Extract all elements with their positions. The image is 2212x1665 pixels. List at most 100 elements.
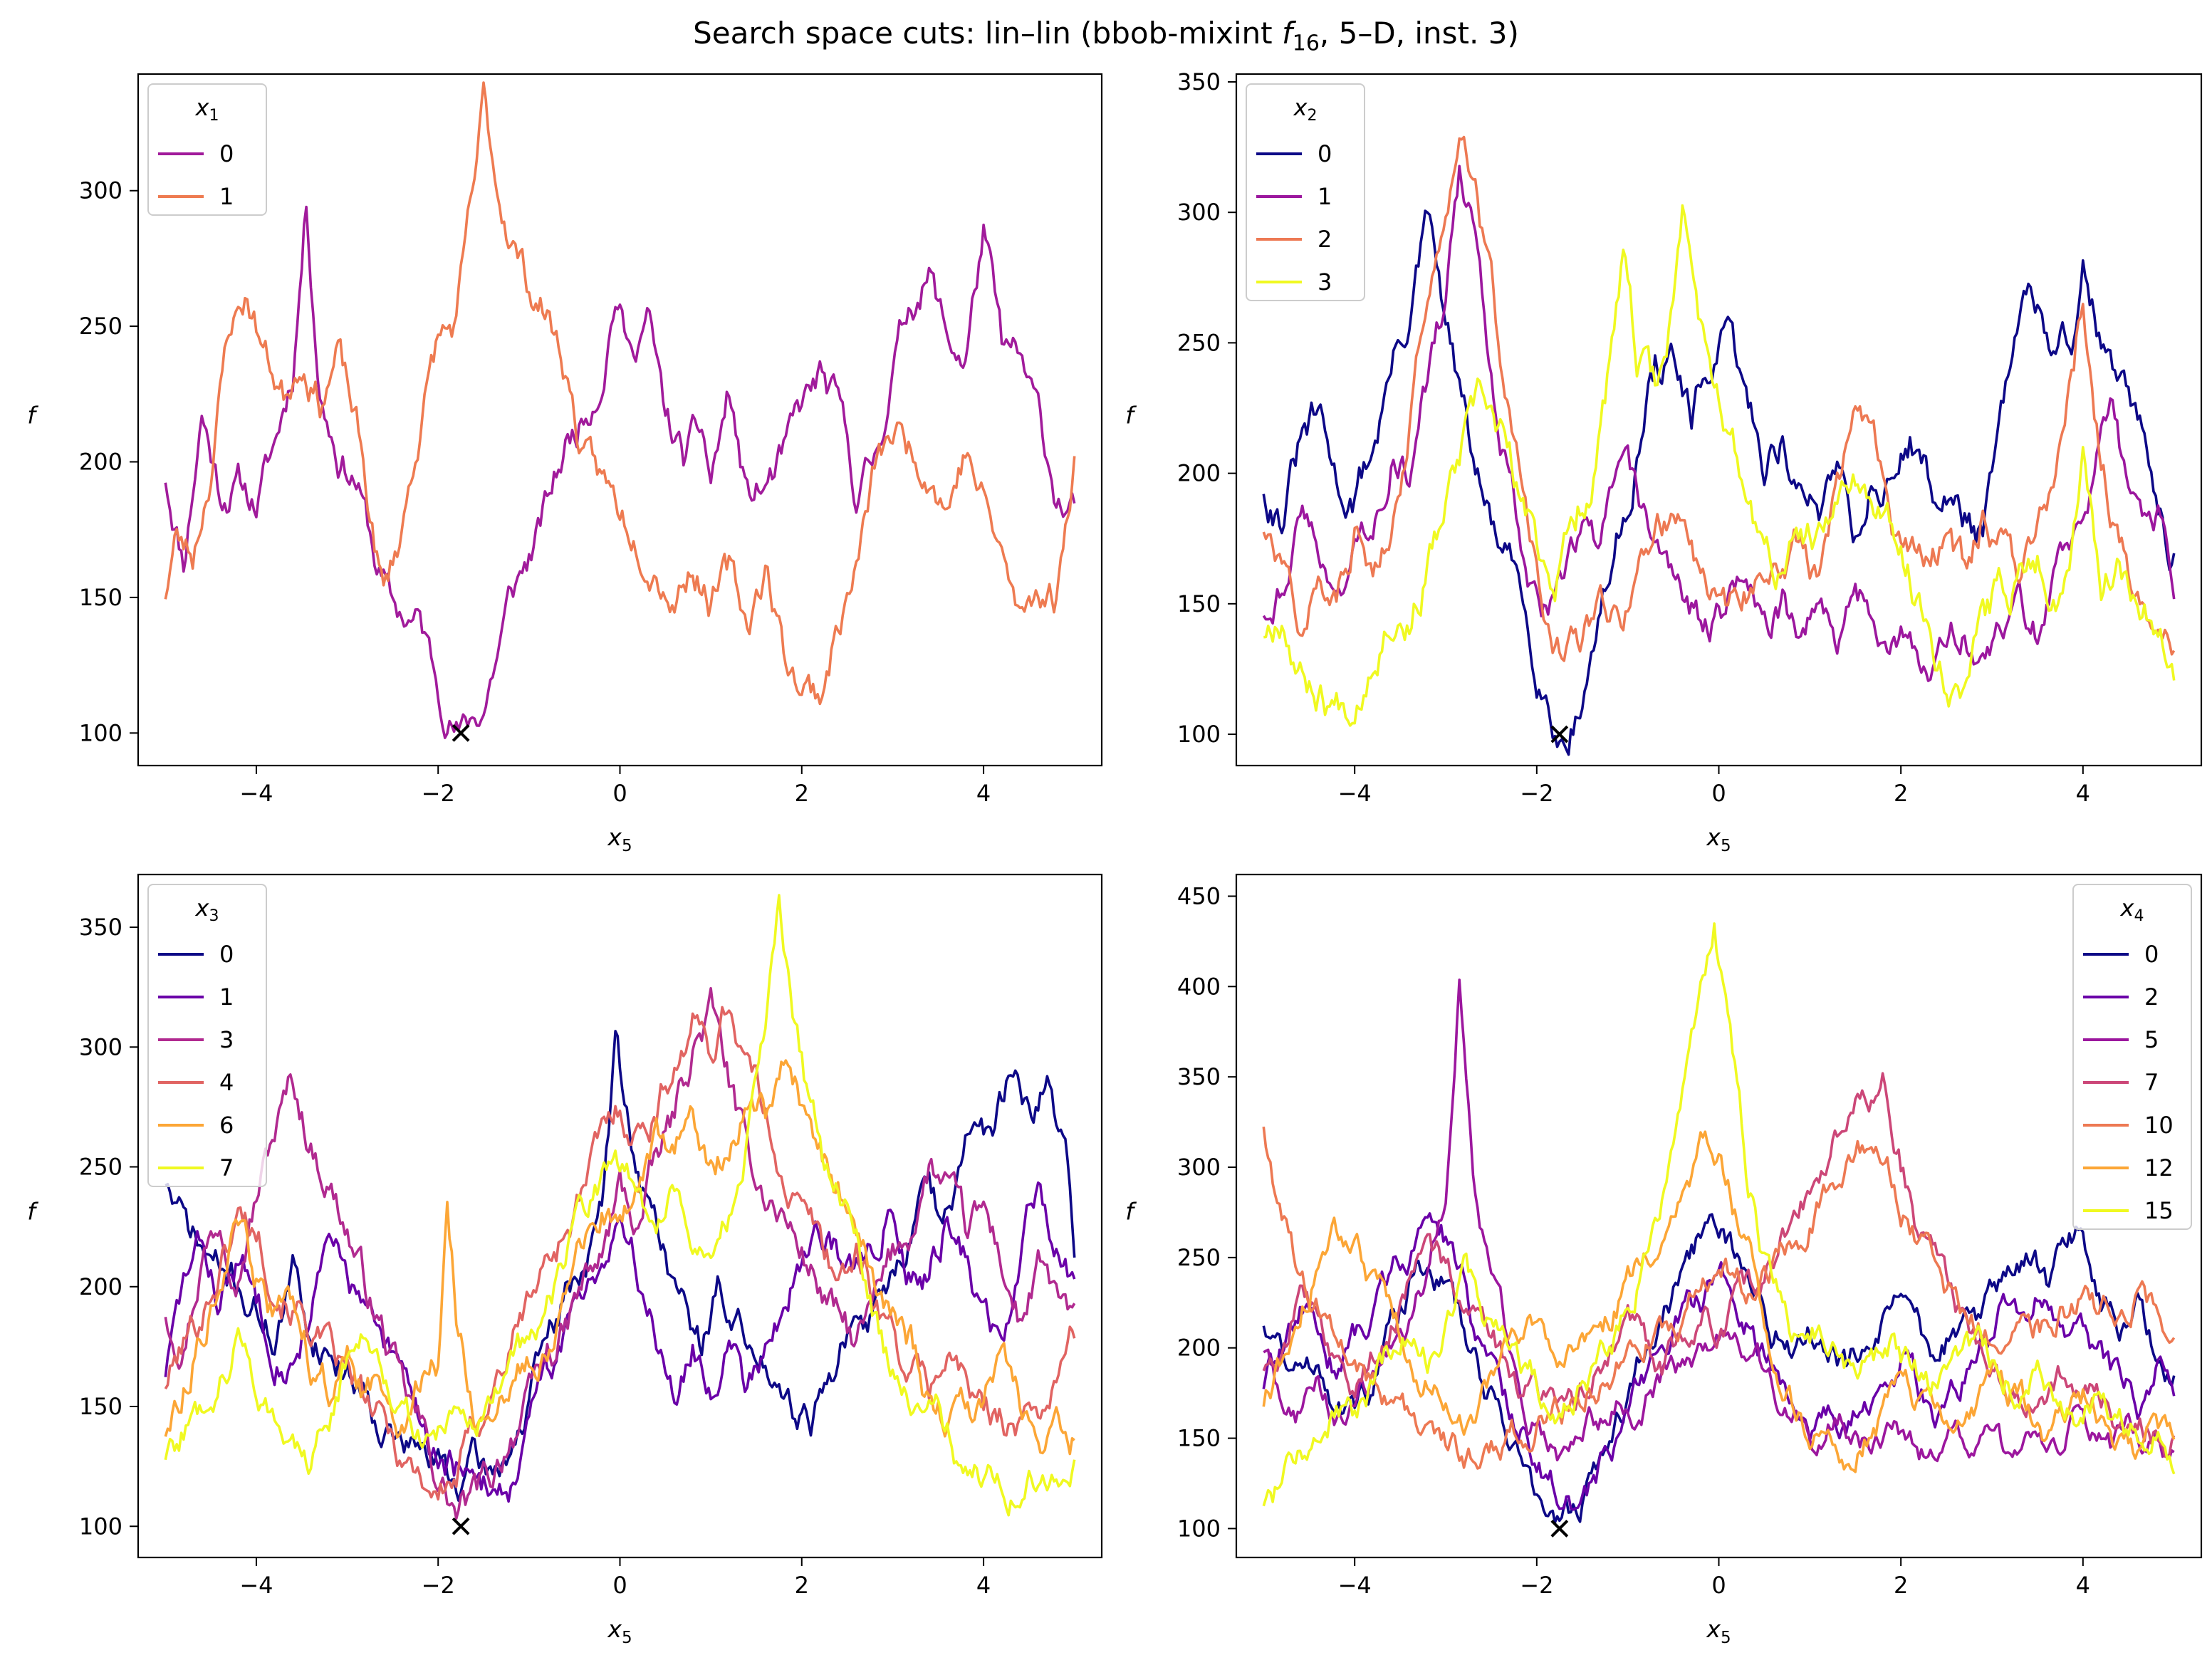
y-tick-label: 100 bbox=[1177, 721, 1221, 748]
legend-entry-label: 0 bbox=[2144, 941, 2159, 968]
y-tick-label: 300 bbox=[1177, 199, 1221, 226]
series-line-7 bbox=[164, 894, 1076, 1517]
x-tick-label: 4 bbox=[2076, 1572, 2090, 1599]
legend: x30 1 3 4 6 7 bbox=[147, 884, 267, 1187]
y-tick-label: 150 bbox=[79, 1393, 122, 1420]
y-tick-label: 150 bbox=[1177, 1425, 1221, 1452]
series-line-1 bbox=[1262, 165, 2176, 682]
plot-area bbox=[138, 74, 1102, 766]
series-line-0 bbox=[1262, 209, 2176, 756]
y-tick-label: 100 bbox=[79, 719, 122, 746]
series-line-10 bbox=[1262, 1127, 2176, 1470]
legend-entry-label: 7 bbox=[219, 1154, 234, 1181]
y-tick-label: 400 bbox=[1177, 973, 1221, 1000]
x-axis-label: x5 bbox=[607, 1615, 632, 1647]
series-line-12 bbox=[1262, 1130, 2176, 1473]
legend-entry-label: 6 bbox=[219, 1112, 234, 1139]
x-tick-label: 4 bbox=[976, 780, 991, 807]
legend-entry-label: 3 bbox=[219, 1026, 234, 1053]
series-group bbox=[1262, 922, 2176, 1524]
legend-entry-label: 2 bbox=[2144, 983, 2159, 1011]
optimum-marker bbox=[452, 724, 470, 742]
y-tick-label: 350 bbox=[1177, 1063, 1221, 1090]
legend-entry-label: 4 bbox=[219, 1069, 234, 1096]
legend-entry-label: 12 bbox=[2144, 1154, 2174, 1181]
legend-title: x3 bbox=[195, 894, 219, 925]
legend-entry-label: 1 bbox=[219, 183, 234, 210]
y-tick-label: 300 bbox=[1177, 1154, 1221, 1181]
y-tick-label: 100 bbox=[1177, 1515, 1221, 1542]
legend-entry-label: 15 bbox=[2144, 1197, 2174, 1224]
x-tick-label: −2 bbox=[422, 1572, 455, 1599]
series-group bbox=[164, 894, 1076, 1520]
y-tick-label: 150 bbox=[1177, 590, 1221, 617]
legend-entry-label: 7 bbox=[2144, 1069, 2159, 1096]
legend-entry-label: 0 bbox=[219, 941, 234, 968]
y-tick-label: 250 bbox=[1177, 329, 1221, 356]
legend-box bbox=[2072, 884, 2192, 1230]
y-tick-label: 200 bbox=[79, 1273, 122, 1300]
x-tick-label: 0 bbox=[1711, 780, 1726, 807]
subplot-4: −4 −2 0 2 4100150200250300350400450x5fx40257… bbox=[1125, 873, 2203, 1647]
legend-entry-label: 1 bbox=[219, 983, 234, 1011]
optimum-marker bbox=[1550, 725, 1569, 743]
legend-box bbox=[147, 83, 267, 216]
x-tick-label: −4 bbox=[1338, 780, 1372, 807]
legend: x10 1 bbox=[147, 83, 267, 216]
plot-area bbox=[1236, 875, 2201, 1557]
x-tick-label: 0 bbox=[612, 1572, 627, 1599]
y-axis-label: f bbox=[27, 1198, 38, 1226]
x-tick-label: 2 bbox=[795, 1572, 809, 1599]
legend-title: x4 bbox=[2120, 894, 2144, 925]
legend-entry-label: 2 bbox=[1318, 226, 1332, 253]
x-tick-label: 0 bbox=[612, 780, 627, 807]
x-tick-label: 2 bbox=[795, 780, 809, 807]
x-axis-label: x5 bbox=[1706, 1615, 1731, 1647]
y-tick-label: 250 bbox=[1177, 1244, 1221, 1271]
x-tick-label: −4 bbox=[239, 780, 273, 807]
legend-box bbox=[1246, 83, 1365, 301]
y-axis-label: f bbox=[1125, 402, 1137, 429]
legend-entry-label: 5 bbox=[2144, 1026, 2159, 1053]
y-tick-label: 450 bbox=[1177, 882, 1221, 909]
y-tick-label: 200 bbox=[1177, 1335, 1221, 1362]
x-tick-label: 4 bbox=[976, 1572, 991, 1599]
x-tick-label: 4 bbox=[2076, 780, 2090, 807]
y-axis-label: f bbox=[27, 402, 38, 429]
series-line-0 bbox=[164, 205, 1076, 739]
x-axis-label: x5 bbox=[607, 823, 632, 855]
y-tick-label: 300 bbox=[79, 177, 122, 204]
optimum-marker bbox=[1550, 1519, 1569, 1538]
series-line-15 bbox=[1262, 922, 2176, 1507]
legend-title: x1 bbox=[195, 94, 219, 125]
x-tick-label: −4 bbox=[239, 1572, 273, 1599]
legend-entry-label: 1 bbox=[1318, 183, 1332, 210]
legend-entry-label: 0 bbox=[219, 140, 234, 167]
x-tick-label: −4 bbox=[1338, 1572, 1372, 1599]
series-line-7 bbox=[1262, 1072, 2176, 1459]
y-axis-label: f bbox=[1125, 1198, 1137, 1226]
series-group bbox=[1262, 135, 2176, 756]
y-tick-label: 300 bbox=[79, 1033, 122, 1060]
x-tick-label: −2 bbox=[1520, 1572, 1553, 1599]
y-tick-label: 350 bbox=[1177, 68, 1221, 95]
series-line-4 bbox=[164, 1006, 1076, 1501]
y-tick-label: 250 bbox=[79, 1154, 122, 1181]
legend-title: x2 bbox=[1293, 94, 1318, 125]
x-tick-label: 2 bbox=[1894, 1572, 1908, 1599]
x-tick-label: 2 bbox=[1894, 780, 1908, 807]
y-tick-label: 200 bbox=[79, 449, 122, 476]
y-tick-label: 250 bbox=[79, 313, 122, 340]
series-line-6 bbox=[164, 1059, 1075, 1456]
x-tick-label: −2 bbox=[1520, 780, 1553, 807]
y-tick-label: 350 bbox=[79, 914, 122, 941]
series-group bbox=[164, 81, 1076, 739]
series-line-3 bbox=[1263, 204, 2176, 727]
x-tick-label: 0 bbox=[1711, 1572, 1726, 1599]
legend: x40 2 5 7 10 12 15 bbox=[2072, 884, 2192, 1230]
legend-entry-label: 0 bbox=[1318, 140, 1332, 167]
